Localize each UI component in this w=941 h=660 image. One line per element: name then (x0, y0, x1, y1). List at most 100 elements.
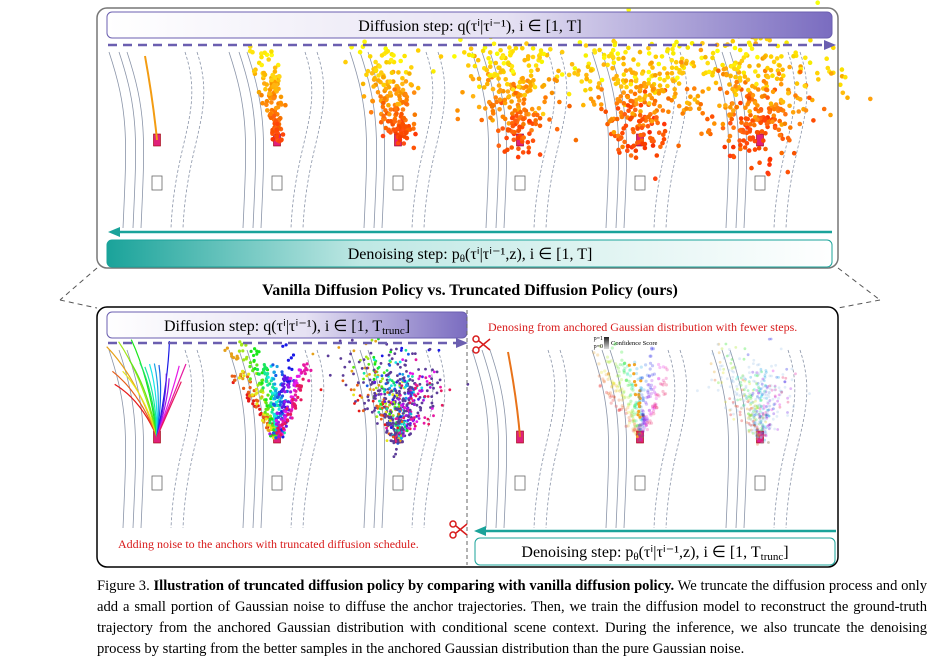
sample-dot (772, 403, 776, 407)
denoising-bar (474, 537, 836, 566)
sample-dot (755, 383, 759, 386)
sample-dot (527, 80, 533, 85)
sample-dot (403, 409, 406, 413)
sample-dot (377, 64, 382, 69)
sample-dot (692, 97, 698, 102)
sample-dot (602, 379, 606, 383)
sample-dot (774, 56, 780, 61)
sample-dot (739, 376, 743, 380)
sample-dot (759, 419, 763, 423)
sample-dot (753, 424, 756, 428)
sample-dot (260, 100, 265, 106)
sample-dot (638, 423, 642, 427)
sample-dot (641, 396, 645, 400)
sample-dot (752, 419, 756, 423)
sample-dot (618, 389, 622, 393)
sample-dot (408, 371, 412, 375)
sample-dot (274, 373, 278, 378)
sample-dot (404, 130, 409, 135)
vehicle-box (514, 175, 526, 191)
sample-dot (377, 410, 381, 414)
sample-dot (756, 373, 760, 377)
sample-dot (767, 109, 772, 115)
sample-dot (394, 91, 399, 96)
sample-dot (547, 117, 552, 122)
sample-dot (747, 415, 751, 418)
sample-dot (617, 370, 621, 374)
sample-dot (633, 424, 637, 428)
sample-dot (415, 403, 419, 407)
sample-dot (638, 102, 644, 108)
sample-dot (566, 91, 572, 97)
sample-dot (750, 118, 755, 123)
sample-dot (299, 384, 303, 388)
sample-dot (632, 363, 637, 367)
sample-dot (431, 407, 434, 410)
sample-dot (283, 400, 287, 404)
sample-dot (648, 412, 652, 416)
sample-dot (597, 47, 602, 53)
sample-dot (375, 415, 379, 418)
sample-dot (266, 57, 272, 62)
sample-dot (417, 397, 420, 401)
sample-dot (745, 407, 749, 411)
sample-dot (614, 116, 620, 122)
sample-dot (719, 376, 723, 379)
sample-dot (654, 115, 659, 120)
vehicle-box (271, 475, 283, 491)
sample-dot (350, 369, 354, 373)
sample-dot (759, 404, 763, 408)
sample-dot (762, 404, 766, 408)
road-line (238, 349, 257, 529)
sample-dot (596, 95, 601, 100)
sample-dot (423, 395, 427, 398)
sample-dot (636, 436, 640, 440)
sample-dot (293, 403, 297, 407)
sample-dot (378, 389, 382, 392)
sample-dot (237, 376, 242, 380)
sample-dot (661, 389, 665, 394)
sample-dot (774, 76, 780, 82)
sample-dot (400, 346, 404, 350)
sample-dot (271, 431, 276, 435)
sample-dot (398, 410, 402, 413)
sample-dot (636, 424, 640, 428)
sample-dot (631, 385, 635, 389)
sample-dot (411, 417, 415, 420)
sample-dot (352, 349, 356, 353)
sample-dot (397, 398, 401, 401)
sample-dot (379, 70, 384, 75)
sample-dot (751, 411, 754, 415)
sample-dot (759, 398, 763, 402)
sample-dot (754, 434, 758, 438)
sample-dot (435, 370, 439, 374)
sample-dot (640, 376, 644, 380)
sample-dot (370, 410, 374, 414)
sample-dot (399, 131, 405, 136)
sample-dot (728, 120, 733, 126)
sample-dot (397, 134, 403, 140)
sample-dot (289, 356, 293, 360)
sample-dot (536, 106, 542, 111)
sample-dot (719, 364, 722, 368)
sample-dot (780, 67, 785, 73)
sample-dot (294, 406, 298, 410)
sample-dot (525, 140, 531, 145)
sample-dot (344, 383, 348, 387)
sample-dot (642, 418, 646, 422)
sample-dot (621, 126, 626, 131)
sample-dot (777, 397, 780, 400)
sample-dot (758, 432, 762, 436)
sample-dot (430, 377, 433, 380)
sample-dot (398, 378, 402, 381)
sample-dot (736, 398, 739, 402)
sample-dot (364, 355, 368, 359)
sample-dot (279, 417, 283, 421)
sample-dot (739, 120, 744, 125)
sample-dot (754, 130, 760, 135)
sample-dot (352, 393, 355, 397)
scenes (106, 0, 873, 529)
sample-dot (785, 169, 791, 175)
sample-dot (383, 86, 389, 91)
sample-dot (621, 55, 626, 61)
